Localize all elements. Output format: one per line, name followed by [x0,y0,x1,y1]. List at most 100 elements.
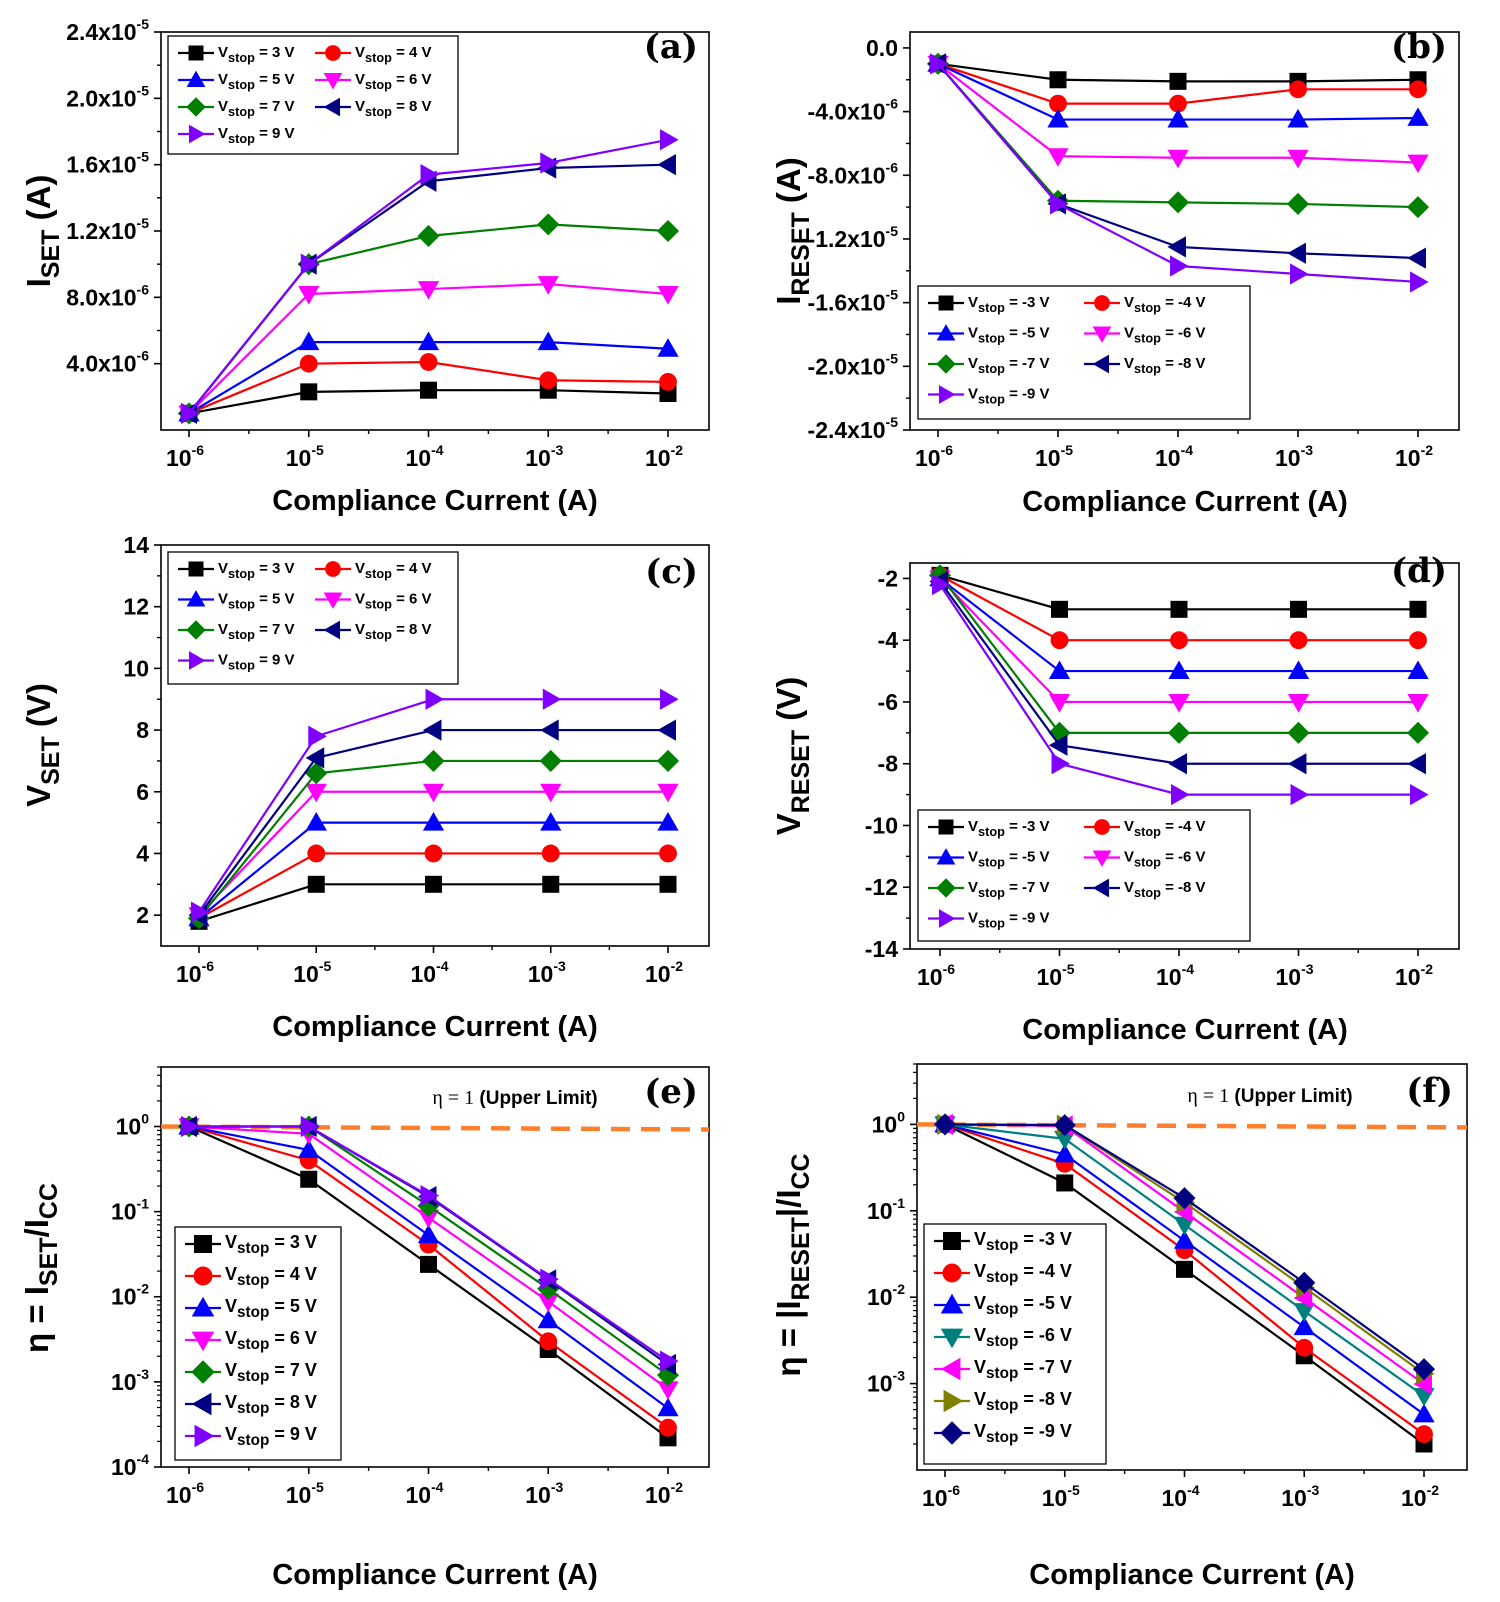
legend-label-main: V [1124,879,1134,896]
data-point [542,688,562,710]
legend-label-main: V [974,1229,986,1249]
legend-label: Vstop = -6 V [974,1325,1072,1350]
legend-label-suffix: = -4 V [1161,818,1206,835]
data-point [300,1115,320,1138]
y-tick-base: 10 [867,1198,893,1224]
data-point [1287,108,1309,128]
legend-label: Vstop = 4 V [225,1264,317,1289]
upper-limit-text: (Upper Limit) [1229,1086,1353,1107]
y-tick-base: 10 [111,1199,137,1225]
data-point [1287,242,1306,264]
y-tick-base: -8.0x10 [808,162,886,188]
x-tick-base: 10 [1275,445,1301,471]
data-point [936,324,956,341]
legend-label-main: V [1124,325,1134,342]
y-tick-label: -4.0x10-6 [808,96,899,125]
legend-label-main: V [218,591,228,608]
x-tick-base: 10 [176,961,202,987]
data-point [191,1296,215,1317]
legend-label-sub: stop [237,1336,269,1353]
upper-limit-symbol: η = 1 [432,1087,474,1109]
y-tick-base: 10 [111,1284,137,1310]
legend-entry: Vstop = -5 V [934,1293,1072,1318]
y-tick-base: -4.0x10 [808,99,886,125]
legend-label: Vstop = -4 V [1124,294,1206,315]
legend-label: Vstop = 9 V [218,125,295,146]
legend-label-suffix: = -7 V [1018,1357,1072,1377]
x-axis-title: Compliance Current (A) [272,485,597,517]
y-axis-title-mid: /I [18,1219,55,1237]
legend-label-suffix: = 4 V [269,1264,317,1284]
y-tick-base: -14 [865,936,898,962]
x-tick-base: 10 [1275,964,1301,990]
data-point [659,844,677,863]
legend-label-main: V [974,1421,986,1441]
x-tick-label: 10-3 [528,958,566,987]
data-point [307,844,326,863]
legend-label-sub: stop [1134,300,1161,315]
y-tick-base: -4 [878,627,899,653]
legend-label-sub: stop [365,627,392,642]
data-point [1410,271,1429,293]
data-point [1054,1130,1076,1150]
y-axis-title-suffix: (V) [770,677,807,730]
legend-label-suffix: = -4 V [1018,1261,1072,1281]
data-point [936,878,956,898]
y-tick-label: 8.0x10-6 [66,281,149,310]
data-point [305,783,327,803]
y-tick-base: 4.0x10 [66,351,136,377]
data-point [1173,1201,1193,1223]
legend-label-main: V [968,355,978,372]
data-point [940,1328,964,1349]
legend-label-main: V [218,621,228,638]
x-tick-exponent: -3 [551,1479,564,1495]
legend-label: Vstop = 3 V [218,560,295,581]
data-point [1048,734,1068,756]
legend-entry: Vstop = 6 V [185,1328,317,1353]
legend-label: Vstop = -7 V [968,355,1050,376]
legend-box [167,551,459,685]
x-tick-label: 10-6 [922,1482,960,1511]
data-point [940,1357,961,1381]
y-tick-base: -12 [865,874,898,900]
x-tick-label: 10-4 [1156,961,1194,990]
series-5 [187,749,680,930]
data-point [1169,72,1187,90]
y-tick-label: 8 [136,717,149,743]
y-tick-exponent: 0 [141,1110,149,1126]
data-point [193,1266,213,1286]
x-tick-base: 10 [1395,964,1421,990]
legend-label-main: V [355,621,365,638]
x-tick-label: 10-3 [525,442,563,471]
data-point [186,70,206,88]
x-tick-base: 10 [645,1482,671,1508]
legend-label-main: V [218,125,228,142]
y-axis-title: η = |IRESET|/ICC [770,1153,815,1376]
data-point [191,1392,212,1416]
data-point [1407,660,1429,680]
legend-label-sub: stop [986,1301,1018,1318]
y-tick-label: 2 [136,902,149,928]
data-point [1048,660,1071,680]
legend-label-sub: stop [978,885,1005,900]
data-point [1173,1216,1196,1236]
legend-label-sub: stop [986,1429,1018,1446]
series-1 [180,381,677,422]
x-tick-label: 10-6 [176,958,214,987]
y-axis-title-sub2: CC [35,1183,63,1219]
legend-label-suffix: = 5 V [255,591,295,608]
legend-label: Vstop = 8 V [355,621,432,642]
data-point [1170,631,1188,650]
legend-label-sub: stop [228,104,255,119]
data-point [1290,600,1307,618]
x-tick-label: 10-4 [405,1479,443,1508]
data-point [660,688,679,710]
data-point [305,747,325,769]
x-tick-label: 10-5 [1042,1482,1080,1511]
panel-label: (e) [644,1072,698,1112]
y-axis-title-main: η = I [18,1286,55,1353]
data-point [540,783,562,803]
